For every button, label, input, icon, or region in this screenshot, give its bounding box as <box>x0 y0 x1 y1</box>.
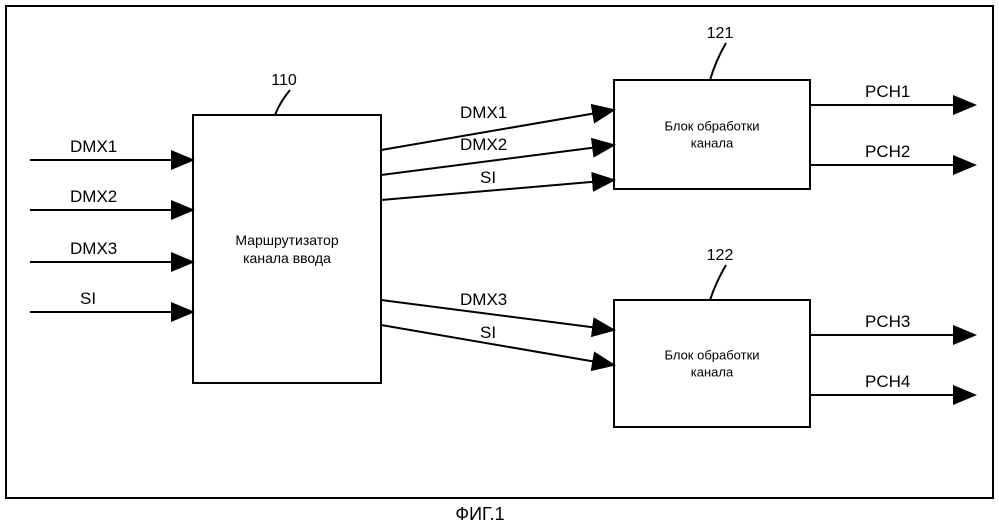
edge-3-label: SI <box>80 289 96 308</box>
edge-2-label: DMX3 <box>70 239 117 258</box>
edge-1-label: DMX2 <box>70 187 117 206</box>
diagram-canvas: Маршрутизатор канала ввода 110 Блок обработ… <box>0 0 999 528</box>
edge-0-label: DMX1 <box>70 137 117 156</box>
edge-11-label: PCH3 <box>865 312 910 331</box>
edge-4-label: DMX1 <box>460 103 507 122</box>
router-id-leader <box>275 90 290 115</box>
proc1-label: Блок обработки <box>664 119 759 134</box>
edge-8-arrow <box>381 325 614 365</box>
figure-caption: ФИГ.1 <box>455 504 504 524</box>
edge-6-label: SI <box>480 168 496 187</box>
proc1-id-label: 121 <box>707 25 734 42</box>
proc2-id-label: 122 <box>707 247 734 264</box>
router-box <box>193 115 381 383</box>
router-label: Маршрутизатор <box>235 232 338 248</box>
proc1-box <box>614 80 810 189</box>
edge-5-label: DMX2 <box>460 135 507 154</box>
router-id-label: 110 <box>271 72 297 89</box>
outer-border <box>6 6 993 498</box>
router-label: канала ввода <box>243 250 331 266</box>
proc2-label: Блок обработки <box>664 348 759 363</box>
proc1-id-leader <box>710 43 726 80</box>
edge-12-label: PCH4 <box>865 372 910 391</box>
proc2-label: канала <box>691 365 734 380</box>
proc1-label: канала <box>691 136 734 151</box>
edge-6-arrow <box>381 180 614 200</box>
edge-7-label: DMX3 <box>460 290 507 309</box>
proc2-id-leader <box>710 265 726 300</box>
edge-8-label: SI <box>480 323 496 342</box>
edge-9-label: PCH1 <box>865 82 910 101</box>
proc2-box <box>614 300 810 427</box>
edge-10-label: PCH2 <box>865 142 910 161</box>
